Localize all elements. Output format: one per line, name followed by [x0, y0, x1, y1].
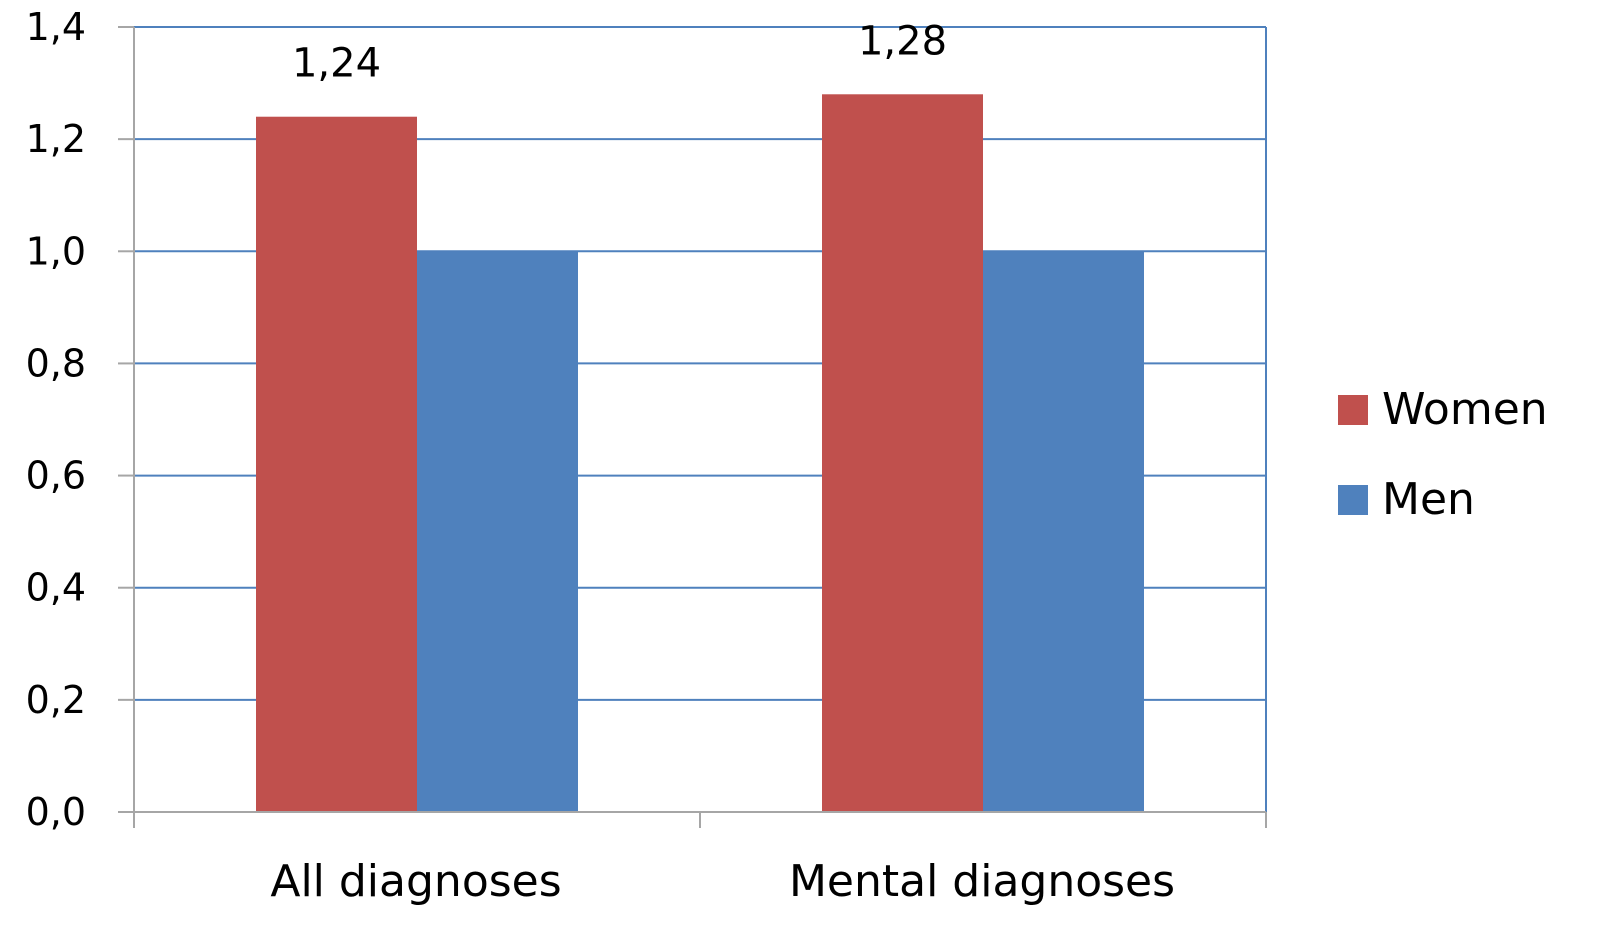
bar-women-2 — [822, 94, 983, 812]
y-tick-label: 0,0 — [26, 790, 86, 834]
y-tick-label: 1,0 — [26, 229, 86, 273]
y-tick-label: 0,4 — [26, 566, 86, 610]
y-tick-label: 1,2 — [26, 117, 86, 161]
legend: Women Men — [1338, 384, 1548, 525]
legend-label-men: Men — [1382, 474, 1475, 525]
bar-men-2 — [983, 251, 1144, 812]
legend-label-women: Women — [1382, 384, 1548, 435]
y-tick-label: 0,8 — [26, 341, 86, 385]
y-tick-label: 0,6 — [26, 454, 86, 498]
bars — [256, 94, 1144, 812]
legend-swatch-men — [1338, 485, 1368, 515]
x-category-label: All diagnoses — [270, 856, 561, 907]
y-tick-label: 0,2 — [26, 678, 86, 722]
data-labels: 1,24 1,28 — [292, 18, 947, 86]
data-label: 1,28 — [858, 18, 947, 64]
x-category-label: Mental diagnoses — [789, 856, 1175, 907]
data-label: 1,24 — [292, 41, 381, 87]
legend-swatch-women — [1338, 395, 1368, 425]
bar-men-1 — [417, 251, 578, 812]
y-tick-label: 1,4 — [26, 5, 86, 49]
bar-women-1 — [256, 117, 417, 812]
